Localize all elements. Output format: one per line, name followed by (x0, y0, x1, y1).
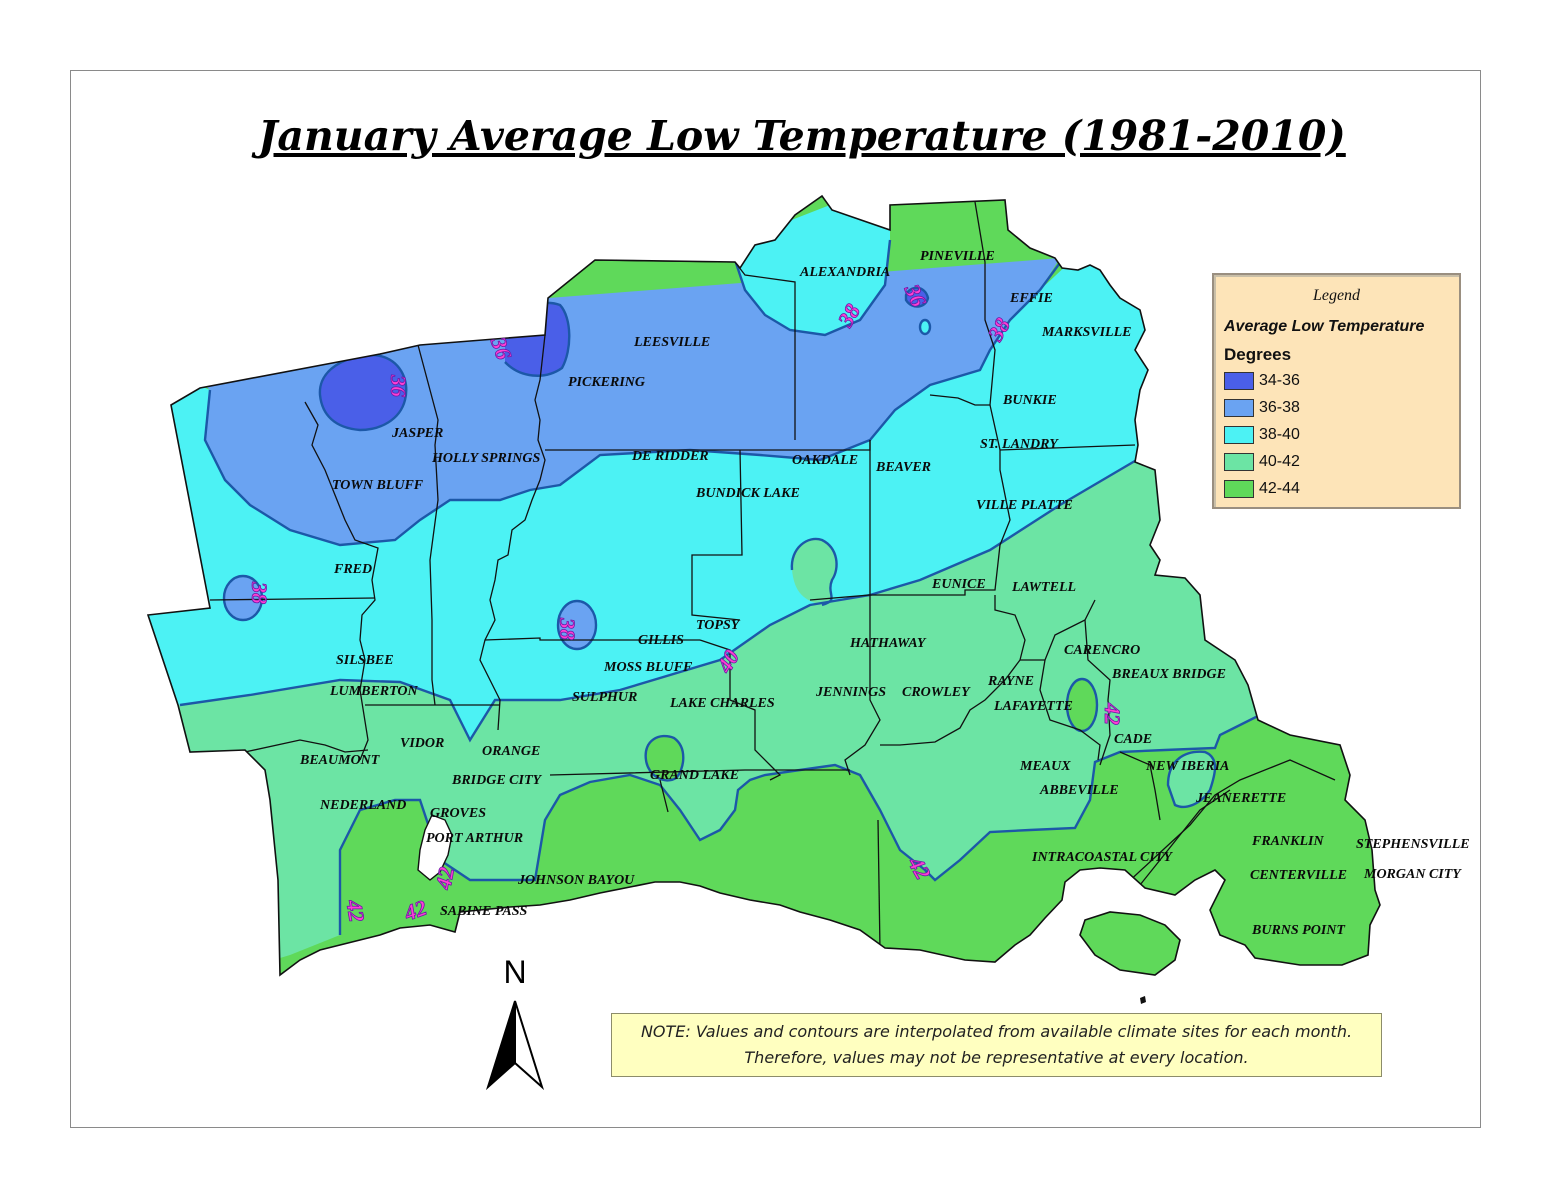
city-label: MOSS BLUFF (603, 660, 693, 675)
legend-swatch (1224, 480, 1254, 498)
legend-item: 42-44 (1224, 479, 1300, 499)
legend-swatch (1224, 399, 1254, 417)
contour-label: 38 (555, 617, 580, 640)
legend-swatch (1224, 372, 1254, 390)
legend-item: 36-38 (1224, 398, 1300, 418)
city-label: INTRACOASTAL CITY (1031, 850, 1173, 865)
city-label: CENTERVILLE (1250, 868, 1347, 883)
city-label: SULPHUR (572, 690, 637, 705)
contour-label: 42 (1100, 702, 1125, 725)
city-label: JENNINGS (815, 685, 886, 700)
temperature-zones (148, 196, 1380, 975)
city-label: HATHAWAY (849, 636, 927, 651)
small-island (1140, 996, 1146, 1004)
north-arrow-icon: N (485, 955, 545, 1091)
legend-label: 38-40 (1259, 426, 1300, 443)
legend-label: 40-42 (1259, 453, 1300, 470)
city-label: MEAUX (1019, 759, 1071, 774)
city-label: LAFAYETTE (993, 699, 1073, 714)
legend-subtitle: Average Low Temperature (1224, 318, 1425, 335)
city-label: SILSBEE (336, 653, 394, 668)
city-label: JOHNSON BAYOU (517, 873, 635, 888)
city-label: EFFIE (1009, 291, 1053, 306)
legend-item: 34-36 (1224, 371, 1300, 391)
city-label: PICKERING (568, 375, 645, 390)
city-label: JASPER (391, 426, 443, 441)
city-label: BEAUMONT (299, 753, 381, 768)
city-label: FRANKLIN (1251, 834, 1324, 849)
city-label: BRIDGE CITY (451, 773, 543, 788)
note-line: Therefore, values may not be representat… (744, 1048, 1249, 1067)
city-label: BEAVER (875, 460, 931, 475)
city-label: ALEXANDRIA (799, 265, 890, 280)
legend-item: 38-40 (1224, 425, 1300, 445)
city-label: TOWN BLUFF (332, 478, 424, 493)
city-label: BREAUX BRIDGE (1111, 667, 1226, 682)
city-label: CROWLEY (902, 685, 971, 700)
contour-label: 38 (247, 581, 272, 604)
legend-label: 42-44 (1259, 480, 1300, 497)
note-line: NOTE: Values and contours are interpolat… (640, 1022, 1353, 1041)
map-frame (70, 70, 1481, 1128)
legend-title: Legend (1312, 287, 1361, 304)
page-title: January Average Low Temperature (1981-20… (258, 112, 1346, 160)
city-label: LAKE CHARLES (669, 696, 775, 711)
sabine-lake (417, 814, 453, 881)
city-label: BUNKIE (1002, 393, 1057, 408)
city-label: GILLIS (638, 633, 684, 648)
city-label: SABINE PASS (440, 904, 527, 919)
city-label: MARKSVILLE (1041, 325, 1131, 340)
contour-label: 42 (430, 865, 459, 892)
city-label: ST. LANDRY (980, 437, 1059, 452)
city-label: GRAND LAKE (650, 768, 739, 783)
city-label: ORANGE (482, 744, 540, 759)
legend-swatch (1224, 453, 1254, 471)
city-label: NEW IBERIA (1145, 759, 1229, 774)
city-label: LEESVILLE (633, 335, 710, 350)
marsh-island (1079, 911, 1181, 976)
city-labels: PINEVILLE ALEXANDRIA EFFIE MARKSVILLE LE… (299, 249, 1470, 938)
legend-units: Degrees (1224, 345, 1292, 364)
city-label: JEANERETTE (1195, 791, 1286, 806)
interpolation-note: NOTE: Values and contours are interpolat… (611, 1013, 1382, 1077)
city-label: FRED (333, 562, 372, 577)
city-label: MORGAN CITY (1363, 867, 1462, 882)
city-label: VIDOR (400, 736, 444, 751)
city-label: BURNS POINT (1251, 923, 1346, 938)
city-label: PORT ARTHUR (426, 831, 523, 846)
legend: Legend Average Low Temperature Degrees 3… (1212, 273, 1461, 509)
city-label: LAWTELL (1011, 580, 1076, 595)
city-label: GROVES (430, 806, 486, 821)
legend-label: 34-36 (1259, 372, 1300, 389)
city-label: NEDERLAND (319, 798, 406, 813)
contour-label: 42 (341, 897, 370, 924)
city-label: RAYNE (987, 674, 1034, 689)
legend-label: 36-38 (1259, 399, 1300, 416)
legend-swatch (1224, 426, 1254, 444)
city-label: EUNICE (931, 577, 986, 592)
contour-lines (179, 239, 1261, 935)
city-label: CARENCRO (1064, 643, 1140, 658)
north-label: N (503, 955, 526, 990)
city-label: LUMBERTON (329, 684, 419, 699)
contour-label: 36 (386, 374, 411, 397)
city-label: STEPHENSVILLE (1356, 837, 1470, 852)
city-label: HOLLY SPRINGS (431, 451, 540, 466)
city-label: OAKDALE (792, 453, 858, 468)
city-label: DE RIDDER (631, 449, 709, 464)
city-label: ABBEVILLE (1039, 783, 1119, 798)
city-label: PINEVILLE (920, 249, 995, 264)
city-label: BUNDICK LAKE (695, 486, 800, 501)
city-label: TOPSY (696, 618, 741, 633)
city-label: CADE (1114, 732, 1152, 747)
city-label: VILLE PLATTE (976, 498, 1073, 513)
county-boundaries (209, 201, 1336, 951)
legend-item: 40-42 (1224, 452, 1300, 472)
